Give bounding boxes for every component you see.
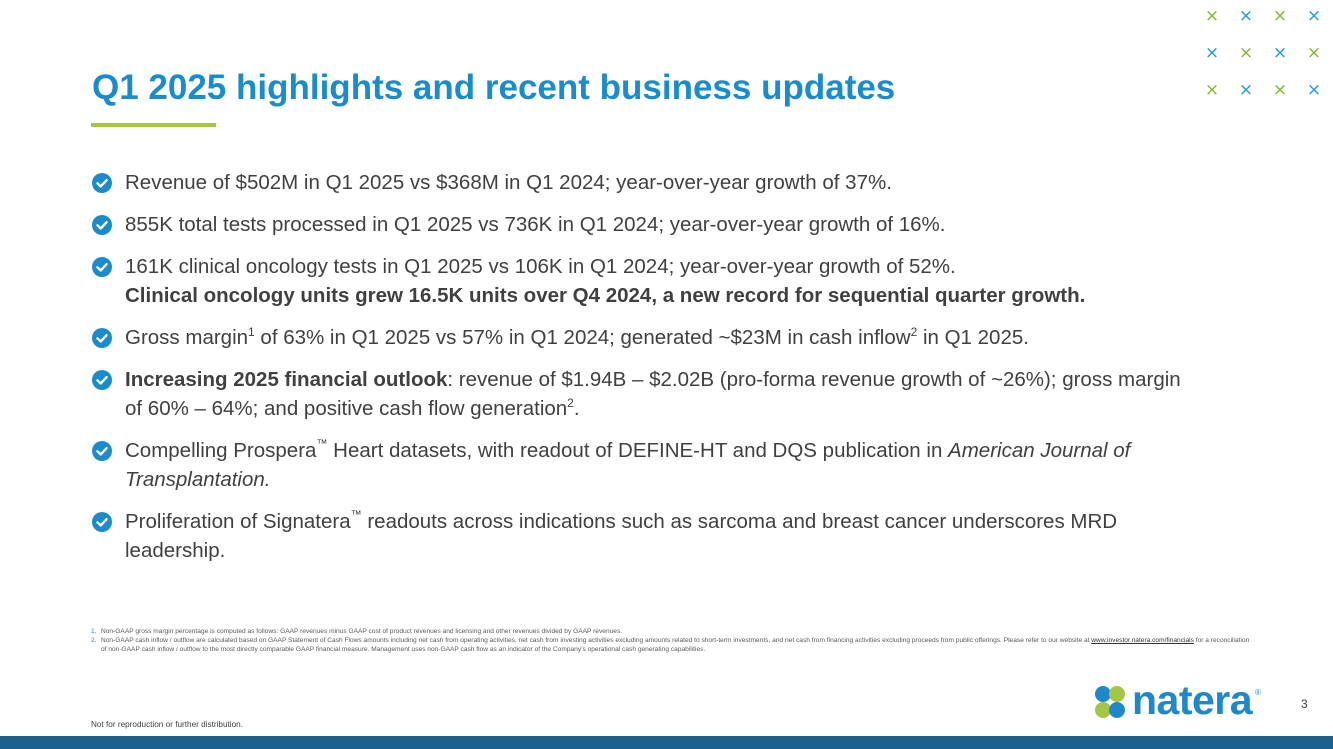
list-item: Increasing 2025 financial outlook: reven…	[92, 365, 1192, 423]
x-mark-icon: ×	[1306, 80, 1322, 100]
bullet-text: Proliferation of Signatera	[125, 510, 351, 533]
trademark-symbol: ™	[316, 438, 328, 450]
check-circle-icon	[92, 370, 112, 390]
bullet-text: Revenue of $502M in Q1 2025 vs $368M in …	[125, 171, 892, 194]
page-number: 3	[1301, 697, 1308, 711]
x-mark-icon: ×	[1306, 43, 1322, 63]
investor-financials-link[interactable]: www.investor.natera.com/financials	[1091, 637, 1194, 644]
bullet-text: .	[573, 397, 580, 420]
list-item: 161K clinical oncology tests in Q1 2025 …	[92, 252, 1192, 310]
x-mark-icon: ×	[1204, 6, 1220, 26]
highlights-list: Revenue of $502M in Q1 2025 vs $368M in …	[92, 168, 1192, 565]
footer-bar	[0, 736, 1333, 749]
bullet-text: Heart datasets, with readout of DEFINE-H…	[327, 439, 949, 462]
trademark-symbol: ™	[350, 509, 362, 521]
list-item: Proliferation of Signatera™ readouts acr…	[92, 507, 1192, 565]
footnote-text: for a reconciliation of non-GAAP cash in…	[101, 637, 1250, 653]
list-item: Compelling Prospera™ Heart datasets, wit…	[92, 436, 1192, 494]
check-circle-icon	[92, 512, 112, 532]
bullet-text: Gross margin	[125, 326, 249, 349]
journal-name: American Journal of Transplantation.	[125, 439, 1131, 491]
list-item: Gross margin1 of 63% in Q1 2025 vs 57% i…	[92, 323, 1192, 352]
footnote-number: 1.	[91, 628, 97, 635]
footnote-1: 1. Non-GAAP gross margin percentage is c…	[91, 627, 1251, 636]
bullet-text: readouts across indications such as sarc…	[125, 510, 1118, 562]
title-underline	[91, 123, 216, 127]
list-item: 855K total tests processed in Q1 2025 vs…	[92, 210, 1192, 239]
x-mark-icon: ×	[1272, 80, 1288, 100]
x-mark-icon: ×	[1238, 80, 1254, 100]
x-mark-icon: ×	[1238, 6, 1254, 26]
disclaimer: Not for reproduction or further distribu…	[91, 720, 243, 729]
bullet-bold-text: Clinical oncology units grew 16.5K units…	[125, 284, 1086, 307]
footnotes: 1. Non-GAAP gross margin percentage is c…	[91, 627, 1251, 654]
footnote-ref: 1	[248, 325, 255, 339]
footnote-text: Non-GAAP gross margin percentage is comp…	[101, 628, 623, 635]
bullet-text: Compelling Prospera	[125, 439, 317, 462]
natera-logo-mark-icon	[1095, 686, 1125, 718]
x-mark-icon: ×	[1204, 43, 1220, 63]
footnote-ref: 2	[567, 396, 574, 410]
x-mark-icon: ×	[1272, 6, 1288, 26]
page-title: Q1 2025 highlights and recent business u…	[92, 68, 896, 107]
check-circle-icon	[92, 328, 112, 348]
footnote-ref: 2	[910, 325, 918, 339]
x-mark-icon: ×	[1238, 43, 1254, 63]
footnote-2: 2. Non-GAAP cash inflow / outflow are ca…	[91, 636, 1251, 654]
bullet-text: 855K total tests processed in Q1 2025 vs…	[125, 213, 946, 236]
check-circle-icon	[92, 173, 112, 193]
bullet-text: in Q1 2025.	[917, 326, 1029, 349]
x-mark-icon: ×	[1272, 43, 1288, 63]
bullet-text: : revenue of $1.94B – $2.02B (pro-forma …	[125, 368, 1181, 420]
list-item: Revenue of $502M in Q1 2025 vs $368M in …	[92, 168, 1192, 197]
footnote-text: Non-GAAP cash inflow / outflow are calcu…	[101, 637, 1092, 644]
check-circle-icon	[92, 257, 112, 277]
registered-mark: ®	[1255, 688, 1261, 697]
check-circle-icon	[92, 215, 112, 235]
logo-wordmark: natera	[1132, 677, 1253, 723]
footnote-number: 2.	[91, 637, 97, 644]
natera-logo: natera ®	[1092, 678, 1268, 724]
bullet-text: 161K clinical oncology tests in Q1 2025 …	[125, 255, 956, 278]
x-mark-icon: ×	[1306, 6, 1322, 26]
check-circle-icon	[92, 441, 112, 461]
bullet-text: of 63% in Q1 2025 vs 57% in Q1 2024; gen…	[254, 326, 911, 349]
x-mark-icon: ×	[1204, 80, 1220, 100]
bullet-bold-text: Increasing 2025 financial outlook	[125, 368, 448, 391]
